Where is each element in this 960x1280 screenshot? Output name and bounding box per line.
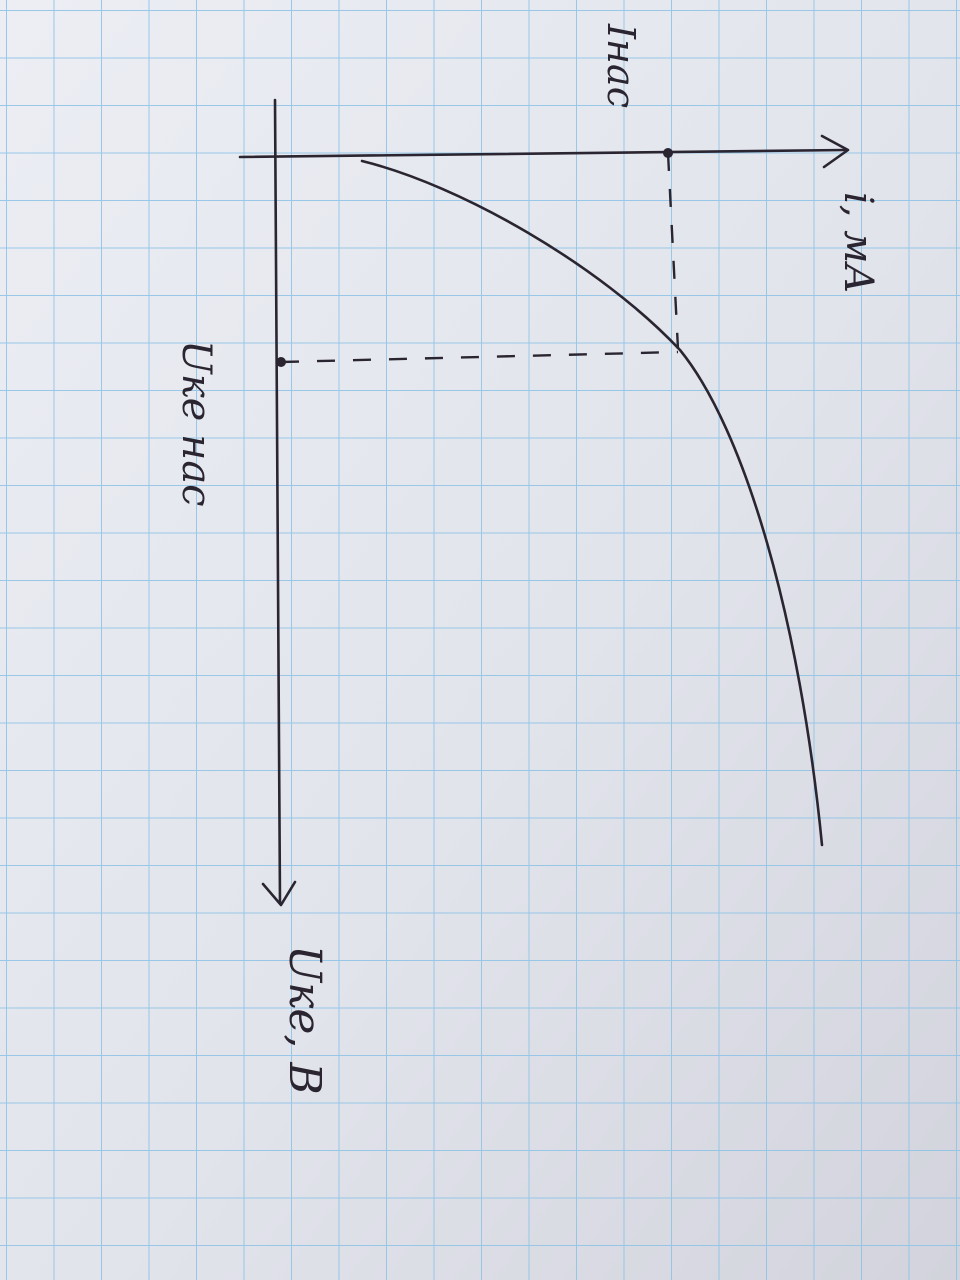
characteristic-curve xyxy=(360,159,824,847)
saturation-current-label: Iнас xyxy=(599,23,643,108)
current-axis-line xyxy=(238,148,848,159)
saturation-voltage-point xyxy=(276,357,286,367)
current-axis-arrow xyxy=(820,134,850,169)
saturation-voltage-label: Uке нас xyxy=(173,340,219,507)
current-axis-label: i, мА xyxy=(835,192,881,294)
voltage-axis-line xyxy=(273,98,282,905)
voltage-axis-arrow xyxy=(261,880,297,907)
voltage-axis-label: Uке, В xyxy=(279,945,330,1095)
saturation-voltage-dashed-line xyxy=(280,350,679,364)
saturation-current-point xyxy=(663,148,673,158)
